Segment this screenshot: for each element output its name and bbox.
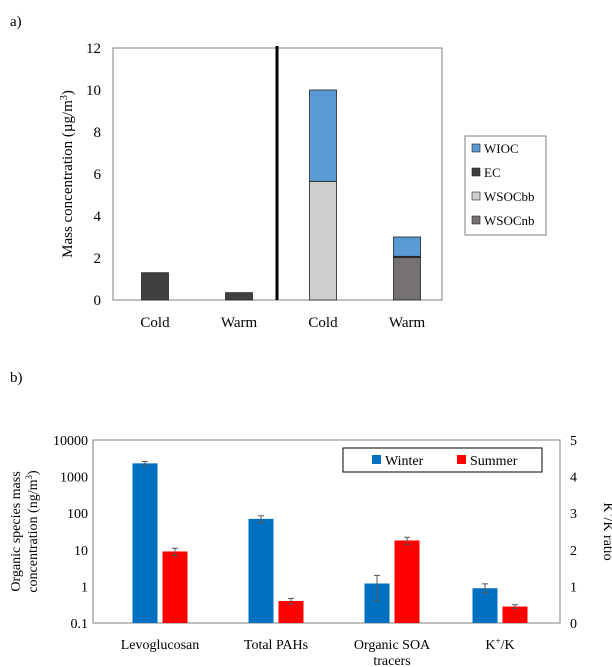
y-tick-label-b: 10 bbox=[74, 544, 88, 559]
bar-summer bbox=[502, 606, 528, 623]
bar-winter bbox=[248, 518, 274, 623]
y2-axis-label-b: K+/K ratio bbox=[600, 502, 612, 560]
legend-swatch-wsocnb bbox=[471, 215, 481, 225]
chart-b: 0.1 1 10 100 1000 10000 0 1 2 3 4 5 Organic species … bbox=[9, 434, 612, 667]
y-tick-label-a: 6 bbox=[94, 167, 102, 183]
legend-label-wsocnb: WSOCnb bbox=[484, 213, 535, 228]
y-tick-label-a: 2 bbox=[94, 251, 102, 267]
panel-a-label: a) bbox=[10, 14, 22, 30]
y-tick-label-a: 10 bbox=[86, 83, 101, 99]
plot-area-b bbox=[92, 439, 561, 624]
legend-label-ec: EC bbox=[484, 165, 501, 180]
x-tick-label-b: Total PAHs bbox=[244, 638, 308, 653]
x-tick-label-a: Warm bbox=[389, 315, 426, 331]
y-axis-label-b-line1: Organic species mass bbox=[9, 471, 24, 591]
x-tick-label-a: Cold bbox=[140, 315, 170, 331]
bar-wsocnb bbox=[393, 256, 421, 301]
bar-summer bbox=[394, 540, 420, 623]
x-tick-label-b: Levoglucosan bbox=[121, 638, 200, 653]
bar-winter bbox=[132, 463, 158, 623]
panel-b-label: b) bbox=[10, 370, 23, 386]
y-tick-label-b: 10000 bbox=[53, 434, 88, 449]
x-tick-label-a: Warm bbox=[221, 315, 258, 331]
y2-tick-label-b: 5 bbox=[570, 434, 577, 449]
bar-ec bbox=[141, 272, 169, 301]
legend-label-wioc: WIOC bbox=[484, 141, 519, 156]
legend-label-wsocbb: WSOCbb bbox=[484, 189, 535, 204]
y2-tick-label-b: 4 bbox=[570, 471, 577, 486]
y-axis-label-a: Mass concentration (µg/m3) bbox=[59, 90, 77, 258]
y-tick-label-a: 4 bbox=[94, 209, 102, 225]
bar-wsocbb bbox=[309, 180, 337, 301]
legend-swatch-summer bbox=[457, 455, 466, 464]
bar-ec bbox=[225, 292, 253, 301]
legend-swatch-ec bbox=[471, 167, 481, 177]
legend-label-summer: Summer bbox=[470, 454, 518, 469]
legend-swatch-wioc bbox=[471, 143, 481, 153]
y-tick-label-a: 12 bbox=[86, 41, 101, 57]
y-tick-label-b: 1000 bbox=[60, 471, 88, 486]
x-tick-label-b-line2: tracers bbox=[373, 654, 410, 667]
y-tick-label-b: 100 bbox=[67, 507, 88, 522]
chart-a: 0 2 4 6 8 10 12 Mass concentration (µg/m3) Cold W… bbox=[59, 41, 547, 331]
bar-summer bbox=[162, 551, 188, 623]
y-tick-label-a: 0 bbox=[94, 293, 102, 309]
x-tick-label-b: K+/K bbox=[485, 636, 514, 653]
legend-swatch-wsocbb bbox=[471, 191, 481, 201]
x-tick-label-b: Organic SOA bbox=[354, 638, 431, 653]
y-tick-label-b: 0.1 bbox=[71, 617, 89, 632]
legend-label-winter: Winter bbox=[385, 454, 424, 469]
bar-winter bbox=[472, 588, 498, 623]
y-tick-label-a: 8 bbox=[94, 125, 102, 141]
bar-summer bbox=[278, 600, 304, 623]
y2-tick-label-b: 0 bbox=[570, 617, 577, 632]
y2-tick-label-b: 3 bbox=[570, 507, 577, 522]
y2-tick-label-b: 2 bbox=[570, 544, 577, 559]
y2-tick-label-b: 1 bbox=[570, 580, 577, 595]
y-tick-label-b: 1 bbox=[81, 580, 88, 595]
y-axis-label-b-line2: concentration (ng/m3) bbox=[24, 470, 41, 593]
bar-wioc bbox=[393, 236, 421, 257]
bar-wioc bbox=[309, 89, 337, 182]
legend-swatch-winter bbox=[372, 455, 381, 464]
x-tick-label-a: Cold bbox=[308, 315, 338, 331]
